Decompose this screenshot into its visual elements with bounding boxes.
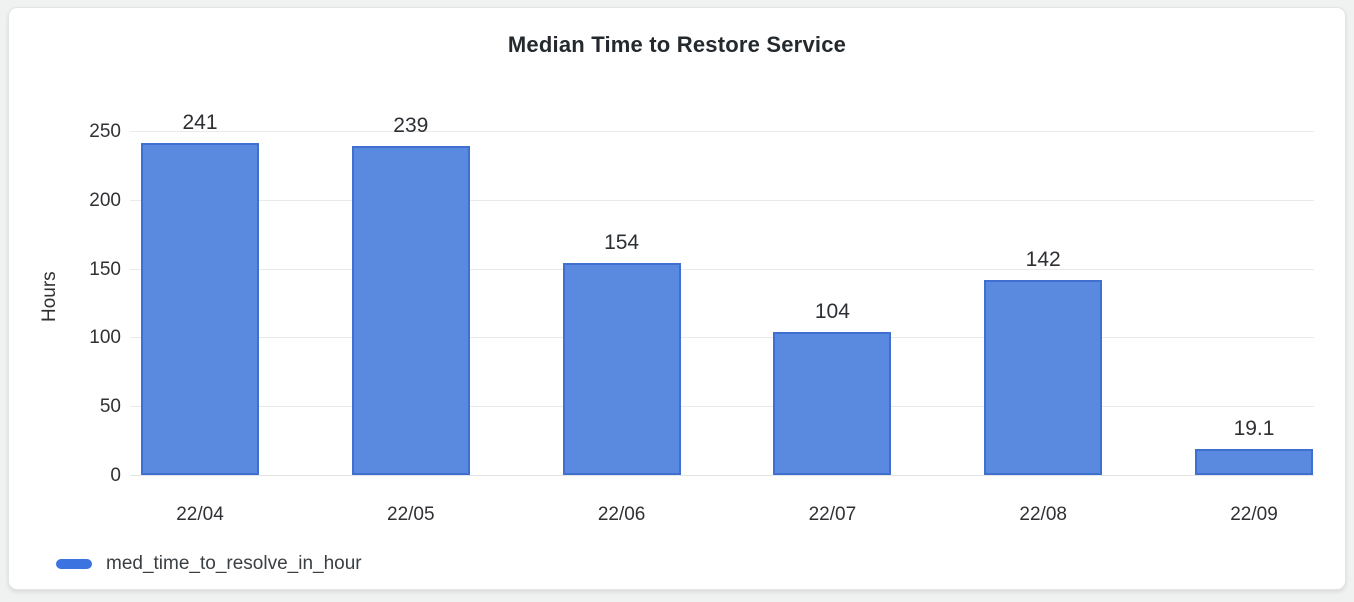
- x-axis-tick-label: 22/05: [387, 504, 435, 525]
- bar-value-label: 19.1: [1233, 416, 1275, 440]
- y-axis-tick-label: 200: [89, 189, 121, 211]
- legend-label: med_time_to_resolve_in_hour: [106, 553, 362, 574]
- x-axis-tick-label: 22/04: [176, 504, 224, 525]
- gridline-100: [130, 337, 1314, 339]
- y-axis-tick-label: 100: [89, 327, 121, 349]
- gridline-150: [130, 268, 1314, 270]
- x-axis-tick-label: 22/08: [1019, 504, 1067, 525]
- gridline-0: [130, 475, 1314, 476]
- bar-value-label: 142: [1025, 247, 1061, 271]
- bar-22/09[interactable]: [1195, 448, 1313, 475]
- chart-title: Median Time to Restore Service: [507, 32, 847, 57]
- bar-value-label: 241: [182, 111, 218, 135]
- x-axis-tick-label: 22/07: [808, 504, 857, 525]
- y-axis-tick-label: 0: [110, 465, 121, 486]
- y-axis-tick-label: 150: [89, 258, 121, 280]
- bar-value-label: 104: [814, 299, 850, 323]
- legend-swatch-icon: [56, 559, 92, 569]
- bar-22/08[interactable]: [984, 279, 1103, 475]
- x-axis-tick-label: 22/09: [1230, 504, 1278, 525]
- gridline-250: [130, 131, 1314, 132]
- y-axis-tick-label: 50: [99, 396, 121, 418]
- x-axis-tick-label: 22/06: [597, 504, 646, 525]
- gridline-50: [130, 406, 1314, 408]
- bar-22/05[interactable]: [351, 146, 470, 475]
- plot-area: 0 50 100 150 200 250 241 22/04 239 22/05 154 22/06 1…: [89, 112, 1314, 524]
- chart-card: Median Time to Restore Service Hours 0 50…: [8, 7, 1346, 590]
- bar-22/07[interactable]: [773, 331, 892, 475]
- bar-value-label: 239: [393, 114, 429, 138]
- y-axis-tick-label: 250: [89, 121, 121, 142]
- gridline-200: [130, 199, 1314, 201]
- legend-item[interactable]: med_time_to_resolve_in_hour: [56, 553, 362, 575]
- bar-22/04[interactable]: [141, 143, 259, 475]
- bar-value-label: 154: [604, 231, 640, 255]
- y-axis-title: Hours: [39, 271, 60, 322]
- bar-22/06[interactable]: [562, 263, 681, 475]
